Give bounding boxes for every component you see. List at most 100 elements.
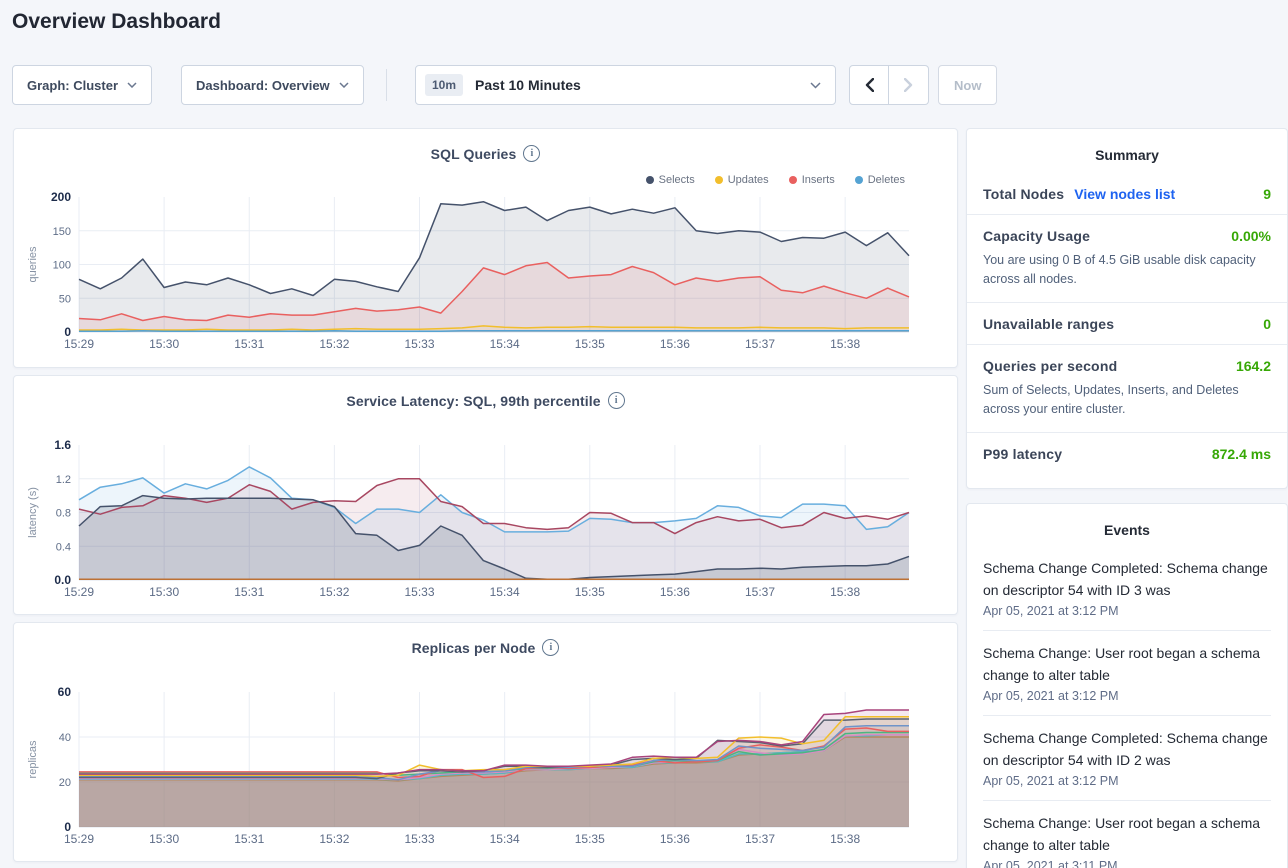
event-text: Schema Change: User root began a schema …: [983, 645, 1261, 683]
y-axis-label: latency (s): [27, 487, 39, 538]
event-timestamp: Apr 05, 2021 at 3:12 PM: [983, 689, 1119, 703]
x-tick-label: 15:33: [404, 337, 434, 351]
service-latency-plot[interactable]: 15:29 15:30 15:31 15:32 15:33 15:34 15:35 15:36…: [14, 433, 959, 605]
summary-subtext: Sum of Selects, Updates, Inserts, and De…: [983, 382, 1239, 417]
x-tick-label: 15:37: [745, 832, 775, 846]
info-icon[interactable]: i: [607, 392, 625, 409]
legend-item-inserts: Inserts: [788, 174, 835, 186]
x-tick-label: 15:38: [830, 585, 860, 599]
replicas-per-node-plot[interactable]: 15:29 15:30 15:31 15:32 15:33 15:34 15:35 15:36…: [14, 680, 959, 852]
legend-label: Selects: [658, 174, 695, 186]
x-tick-label: 15:32: [319, 337, 349, 351]
info-icon[interactable]: i: [523, 145, 541, 162]
series-area: [79, 466, 909, 580]
summary-label: Queries per second: [983, 357, 1118, 374]
y-tick-label: 0.0: [54, 573, 71, 587]
graph-scope-dropdown[interactable]: Graph: Cluster: [12, 65, 153, 105]
summary-row-unavailable-ranges: Unavailable ranges 0: [967, 301, 1287, 344]
view-nodes-list-link[interactable]: View nodes list: [1074, 186, 1176, 202]
y-tick-label: 60: [58, 685, 72, 699]
legend-dot: [854, 176, 863, 184]
legend-dot: [714, 176, 723, 184]
time-next-button[interactable]: [889, 65, 929, 105]
legend-dot: [788, 176, 797, 184]
x-tick-label: 15:35: [575, 337, 605, 351]
legend-item-deletes: Deletes: [854, 174, 905, 186]
summary-value: 872.4 ms: [1211, 445, 1271, 462]
events-title: Events: [1104, 522, 1150, 538]
series-line-node-navy: [78, 494, 910, 580]
series-line-node-yellow: [79, 716, 909, 778]
chart-title: Replicas per Node: [411, 639, 536, 656]
summary-label: Total Nodes: [983, 186, 1065, 202]
x-tick-label: 15:33: [404, 585, 434, 599]
series-area: [79, 495, 909, 580]
event-timestamp: Apr 05, 2021 at 3:11 PM: [983, 859, 1118, 868]
chevron-right-icon: [904, 78, 913, 92]
chart-title: SQL Queries: [430, 145, 517, 162]
y-tick-label: 0: [64, 325, 71, 339]
chart-card-replicas-per-node: Replicas per Node i 15:29 15:30 15:31 15:32…: [13, 622, 958, 862]
summary-label: Unavailable ranges: [983, 315, 1115, 332]
y-tick-label: 1.6: [54, 438, 71, 452]
series-line-Inserts: [78, 261, 910, 322]
y-tick-label: 20: [59, 777, 71, 789]
series-line-Deletes: [79, 329, 909, 333]
series-area: [79, 734, 909, 827]
summary-row-p99-latency: P99 latency 872.4 ms: [967, 431, 1287, 474]
info-icon[interactable]: i: [542, 639, 560, 656]
x-tick-label: 15:32: [319, 832, 349, 846]
summary-label: Capacity Usage: [983, 228, 1091, 244]
event-timestamp: Apr 05, 2021 at 3:12 PM: [983, 774, 1119, 788]
x-tick-label: 15:37: [745, 585, 775, 599]
y-tick-label: 50: [59, 293, 71, 305]
y-axis-label: queries: [27, 246, 39, 283]
y-tick-label: 1.2: [56, 474, 71, 486]
x-tick-label: 15:36: [660, 585, 690, 599]
legend-dot: [645, 176, 654, 184]
series-area: [79, 732, 909, 827]
summary-label: P99 latency: [983, 445, 1063, 462]
now-button[interactable]: Now: [938, 65, 998, 105]
event-text: Schema Change Completed: Schema change o…: [983, 730, 1268, 768]
x-tick-label: 15:34: [490, 832, 520, 846]
summary-title: Summary: [1095, 147, 1159, 163]
dashboard-label: Dashboard: Overview: [196, 77, 330, 93]
chevron-left-icon: [865, 78, 874, 92]
time-prev-button[interactable]: [849, 65, 889, 105]
x-tick-label: 15:29: [64, 585, 94, 599]
event-item: Schema Change Completed: Schema change o…: [983, 546, 1271, 630]
x-tick-label: 15:35: [575, 832, 605, 846]
dashboard-dropdown[interactable]: Dashboard: Overview: [181, 65, 364, 105]
series-area: [79, 734, 909, 827]
time-range-picker[interactable]: 10m Past 10 Minutes: [415, 65, 836, 105]
series-line-Updates: [79, 325, 909, 331]
y-tick-label: 200: [51, 190, 71, 204]
now-button-label: Now: [954, 77, 982, 93]
series-area: [79, 737, 909, 827]
x-tick-label: 15:33: [404, 832, 434, 846]
event-item: Schema Change Completed: Schema change o…: [983, 715, 1271, 800]
series-line-node-red: [79, 727, 909, 779]
summary-value: 0.00%: [1231, 228, 1271, 244]
event-item: Schema Change: User root began a schema …: [983, 800, 1271, 868]
event-text: Schema Change Completed: Schema change o…: [983, 560, 1268, 598]
legend-item-updates: Updates: [714, 174, 769, 186]
time-nav-group: [849, 65, 929, 105]
x-tick-label: 15:31: [234, 832, 264, 846]
x-tick-label: 15:32: [319, 585, 349, 599]
x-tick-label: 15:31: [234, 337, 264, 351]
x-tick-label: 15:38: [830, 832, 860, 846]
summary-row-total-nodes: Total Nodes View nodes list 9: [967, 173, 1287, 214]
x-tick-label: 15:30: [149, 585, 179, 599]
chart-legend: Selects Updates Inserts Deletes: [645, 174, 905, 186]
x-tick-label: 15:36: [660, 337, 690, 351]
x-tick-label: 15:30: [149, 832, 179, 846]
sql-queries-plot[interactable]: 15:29 15:30 15:31 15:32 15:33 15:34 15:35 15:36…: [14, 185, 959, 357]
chart-card-service-latency: Service Latency: SQL, 99th percentile i …: [13, 375, 958, 615]
chevron-down-icon: [127, 82, 137, 88]
x-tick-label: 15:34: [490, 337, 520, 351]
series-area: [79, 262, 909, 332]
summary-value: 9: [1263, 186, 1271, 202]
